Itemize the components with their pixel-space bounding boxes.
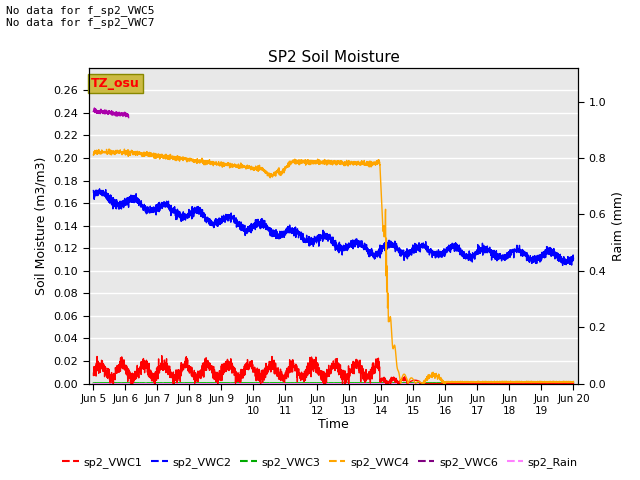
- X-axis label: Time: Time: [318, 419, 349, 432]
- Y-axis label: Raim (mm): Raim (mm): [612, 191, 625, 261]
- Title: SP2 Soil Moisture: SP2 Soil Moisture: [268, 50, 399, 65]
- Text: No data for f_sp2_VWC5
No data for f_sp2_VWC7: No data for f_sp2_VWC5 No data for f_sp2…: [6, 5, 155, 28]
- Text: TZ_osu: TZ_osu: [91, 77, 140, 90]
- Y-axis label: Soil Moisture (m3/m3): Soil Moisture (m3/m3): [35, 156, 48, 295]
- Legend: sp2_VWC1, sp2_VWC2, sp2_VWC3, sp2_VWC4, sp2_VWC6, sp2_Rain: sp2_VWC1, sp2_VWC2, sp2_VWC3, sp2_VWC4, …: [58, 452, 582, 472]
